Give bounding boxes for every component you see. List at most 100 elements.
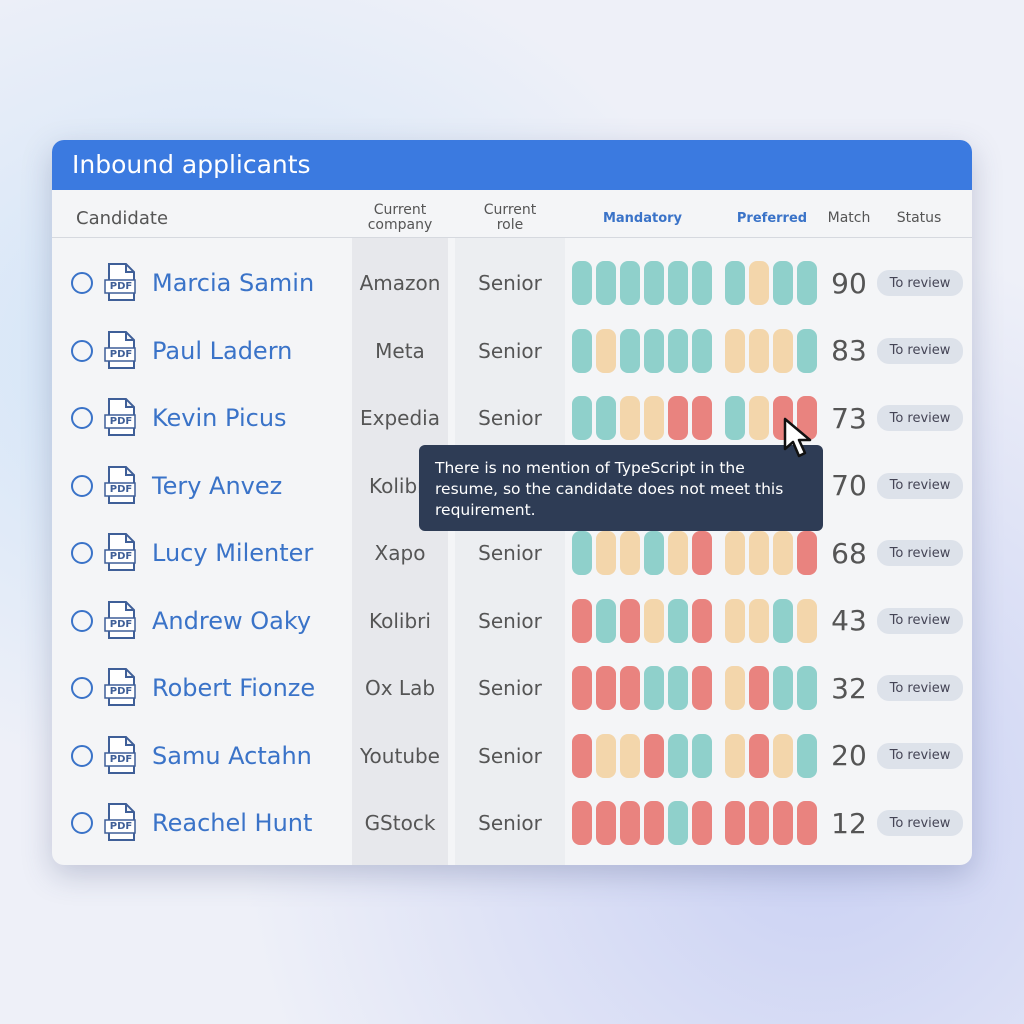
mandatory-pill[interactable] <box>572 598 592 643</box>
status-badge[interactable]: To review <box>877 472 963 499</box>
candidate-name[interactable]: Paul Ladern <box>152 336 293 365</box>
candidate-name[interactable]: Marcia Samin <box>152 269 315 297</box>
mandatory-pill[interactable] <box>668 666 688 710</box>
mandatory-pill[interactable] <box>644 733 664 778</box>
mandatory-pill[interactable] <box>692 328 712 373</box>
mandatory-pill[interactable] <box>572 733 592 778</box>
mandatory-pill[interactable] <box>620 666 640 710</box>
mandatory-pill[interactable] <box>596 261 616 305</box>
candidate-name[interactable]: Samu Actahn <box>152 741 312 770</box>
preferred-pill[interactable] <box>797 598 817 643</box>
preferred-pill[interactable] <box>749 328 769 373</box>
status-badge[interactable]: To review <box>877 810 963 836</box>
mandatory-pill[interactable] <box>692 801 712 845</box>
mandatory-pill[interactable] <box>572 261 592 305</box>
mandatory-pill[interactable] <box>692 598 712 643</box>
status-badge[interactable]: To review <box>877 405 963 431</box>
preferred-pill[interactable] <box>749 531 769 575</box>
preferred-pill[interactable] <box>797 531 817 575</box>
mandatory-pill[interactable] <box>620 531 640 575</box>
mandatory-pill[interactable] <box>668 261 688 305</box>
mandatory-pill[interactable] <box>596 666 616 710</box>
mandatory-pill[interactable] <box>620 261 640 305</box>
preferred-pill[interactable] <box>797 733 817 778</box>
mandatory-pill[interactable] <box>572 531 592 575</box>
mandatory-pill[interactable] <box>692 666 712 710</box>
candidate-name[interactable]: Robert Fionze <box>152 674 316 702</box>
status-badge[interactable]: To review <box>877 337 963 364</box>
preferred-pill[interactable] <box>773 666 793 710</box>
mandatory-pill[interactable] <box>644 328 664 373</box>
mandatory-pill[interactable] <box>644 666 664 710</box>
mandatory-pill[interactable] <box>620 801 640 845</box>
checkbox[interactable] <box>71 677 93 699</box>
candidate-name[interactable]: Kevin Picus <box>152 404 287 432</box>
preferred-pill[interactable] <box>725 733 745 778</box>
mandatory-pill[interactable] <box>596 328 616 373</box>
preferred-pill[interactable] <box>773 328 793 373</box>
preferred-pill[interactable] <box>725 396 745 440</box>
mandatory-pill[interactable] <box>620 328 640 373</box>
mandatory-pill[interactable] <box>644 598 664 643</box>
status-badge[interactable]: To review <box>877 540 963 566</box>
checkbox[interactable] <box>71 407 93 429</box>
preferred-pill[interactable] <box>797 801 817 845</box>
candidate-name[interactable]: Lucy Milenter <box>152 539 314 567</box>
preferred-pill[interactable] <box>725 598 745 643</box>
checkbox[interactable] <box>71 272 93 294</box>
mandatory-pill[interactable] <box>644 396 664 440</box>
preferred-pill[interactable] <box>773 531 793 575</box>
preferred-pill[interactable] <box>773 801 793 845</box>
preferred-pill[interactable] <box>797 261 817 305</box>
preferred-pill[interactable] <box>797 396 817 440</box>
mandatory-pill[interactable] <box>620 598 640 643</box>
mandatory-pill[interactable] <box>620 396 640 440</box>
mandatory-pill[interactable] <box>596 396 616 440</box>
candidate-name[interactable]: Tery Anvez <box>152 471 283 500</box>
preferred-pill[interactable] <box>749 598 769 643</box>
mandatory-pill[interactable] <box>692 396 712 440</box>
mandatory-pill[interactable] <box>692 261 712 305</box>
mandatory-pill[interactable] <box>596 531 616 575</box>
mandatory-pill[interactable] <box>620 733 640 778</box>
checkbox[interactable] <box>71 609 93 632</box>
column-header[interactable]: Mandatory <box>602 210 683 226</box>
mandatory-pill[interactable] <box>644 261 664 305</box>
mandatory-pill[interactable] <box>668 396 688 440</box>
mandatory-pill[interactable] <box>596 801 616 845</box>
preferred-pill[interactable] <box>797 666 817 710</box>
candidate-name[interactable]: Andrew Oaky <box>152 606 312 635</box>
mandatory-pill[interactable] <box>668 733 688 778</box>
preferred-pill[interactable] <box>797 328 817 373</box>
preferred-pill[interactable] <box>749 261 769 305</box>
preferred-pill[interactable] <box>749 396 769 440</box>
mandatory-pill[interactable] <box>668 531 688 575</box>
preferred-pill[interactable] <box>725 531 745 575</box>
checkbox[interactable] <box>71 339 93 362</box>
mandatory-pill[interactable] <box>572 396 592 440</box>
mandatory-pill[interactable] <box>644 801 664 845</box>
preferred-pill[interactable] <box>725 801 745 845</box>
mandatory-pill[interactable] <box>572 666 592 710</box>
preferred-pill[interactable] <box>773 598 793 643</box>
mandatory-pill[interactable] <box>572 801 592 845</box>
status-badge[interactable]: To review <box>877 675 963 701</box>
mandatory-pill[interactable] <box>692 733 712 778</box>
checkbox[interactable] <box>71 744 93 767</box>
checkbox[interactable] <box>71 812 93 834</box>
status-badge[interactable]: To review <box>877 270 963 296</box>
preferred-pill[interactable] <box>749 733 769 778</box>
status-badge[interactable]: To review <box>877 742 963 769</box>
status-badge[interactable]: To review <box>877 607 963 634</box>
mandatory-pill[interactable] <box>644 531 664 575</box>
preferred-pill[interactable] <box>725 666 745 710</box>
column-header[interactable]: Preferred <box>736 210 808 226</box>
mandatory-pill[interactable] <box>668 328 688 373</box>
checkbox[interactable] <box>71 542 93 564</box>
mandatory-pill[interactable] <box>596 733 616 778</box>
preferred-pill[interactable] <box>725 328 745 373</box>
preferred-pill[interactable] <box>749 666 769 710</box>
checkbox[interactable] <box>71 474 93 497</box>
mandatory-pill[interactable] <box>596 598 616 643</box>
mandatory-pill[interactable] <box>692 531 712 575</box>
